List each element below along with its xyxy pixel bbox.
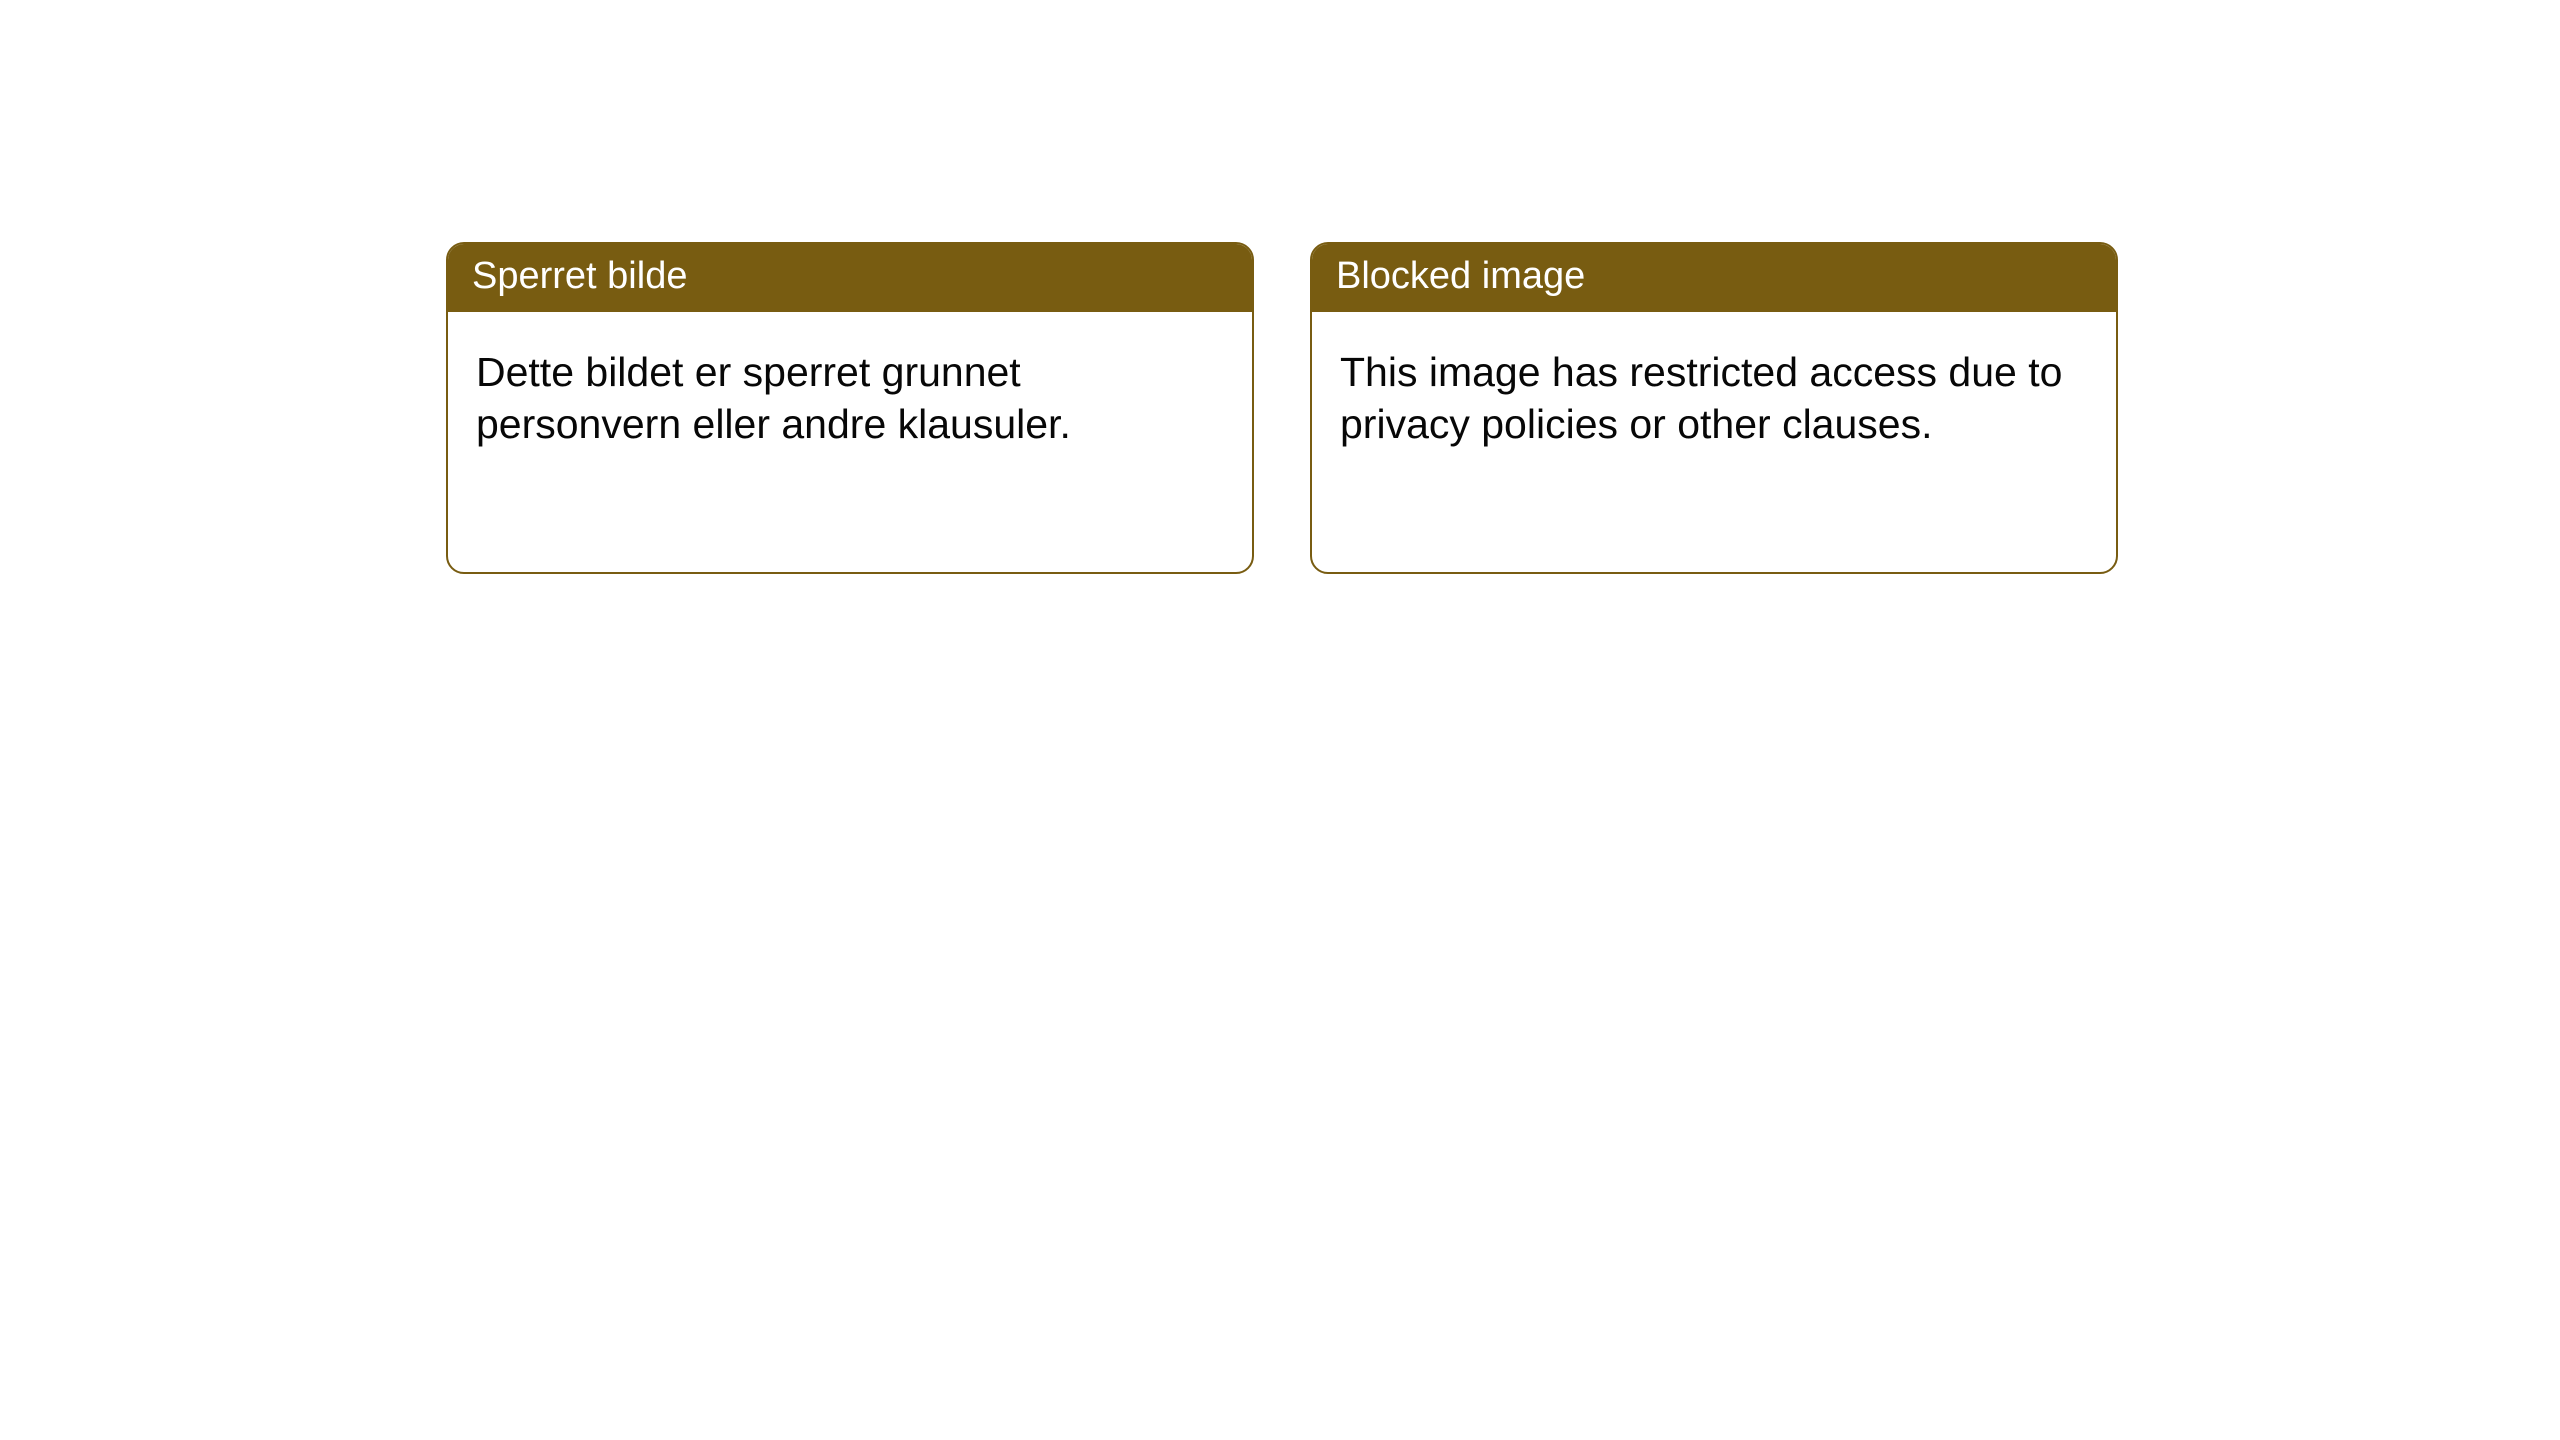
card-body-en: This image has restricted access due to …: [1312, 312, 2116, 572]
card-header-no: Sperret bilde: [448, 244, 1252, 312]
blocked-image-card-en: Blocked image This image has restricted …: [1310, 242, 2118, 574]
card-header-en: Blocked image: [1312, 244, 2116, 312]
card-body-no: Dette bildet er sperret grunnet personve…: [448, 312, 1252, 572]
blocked-image-card-no: Sperret bilde Dette bildet er sperret gr…: [446, 242, 1254, 574]
notice-container: Sperret bilde Dette bildet er sperret gr…: [446, 242, 2118, 574]
